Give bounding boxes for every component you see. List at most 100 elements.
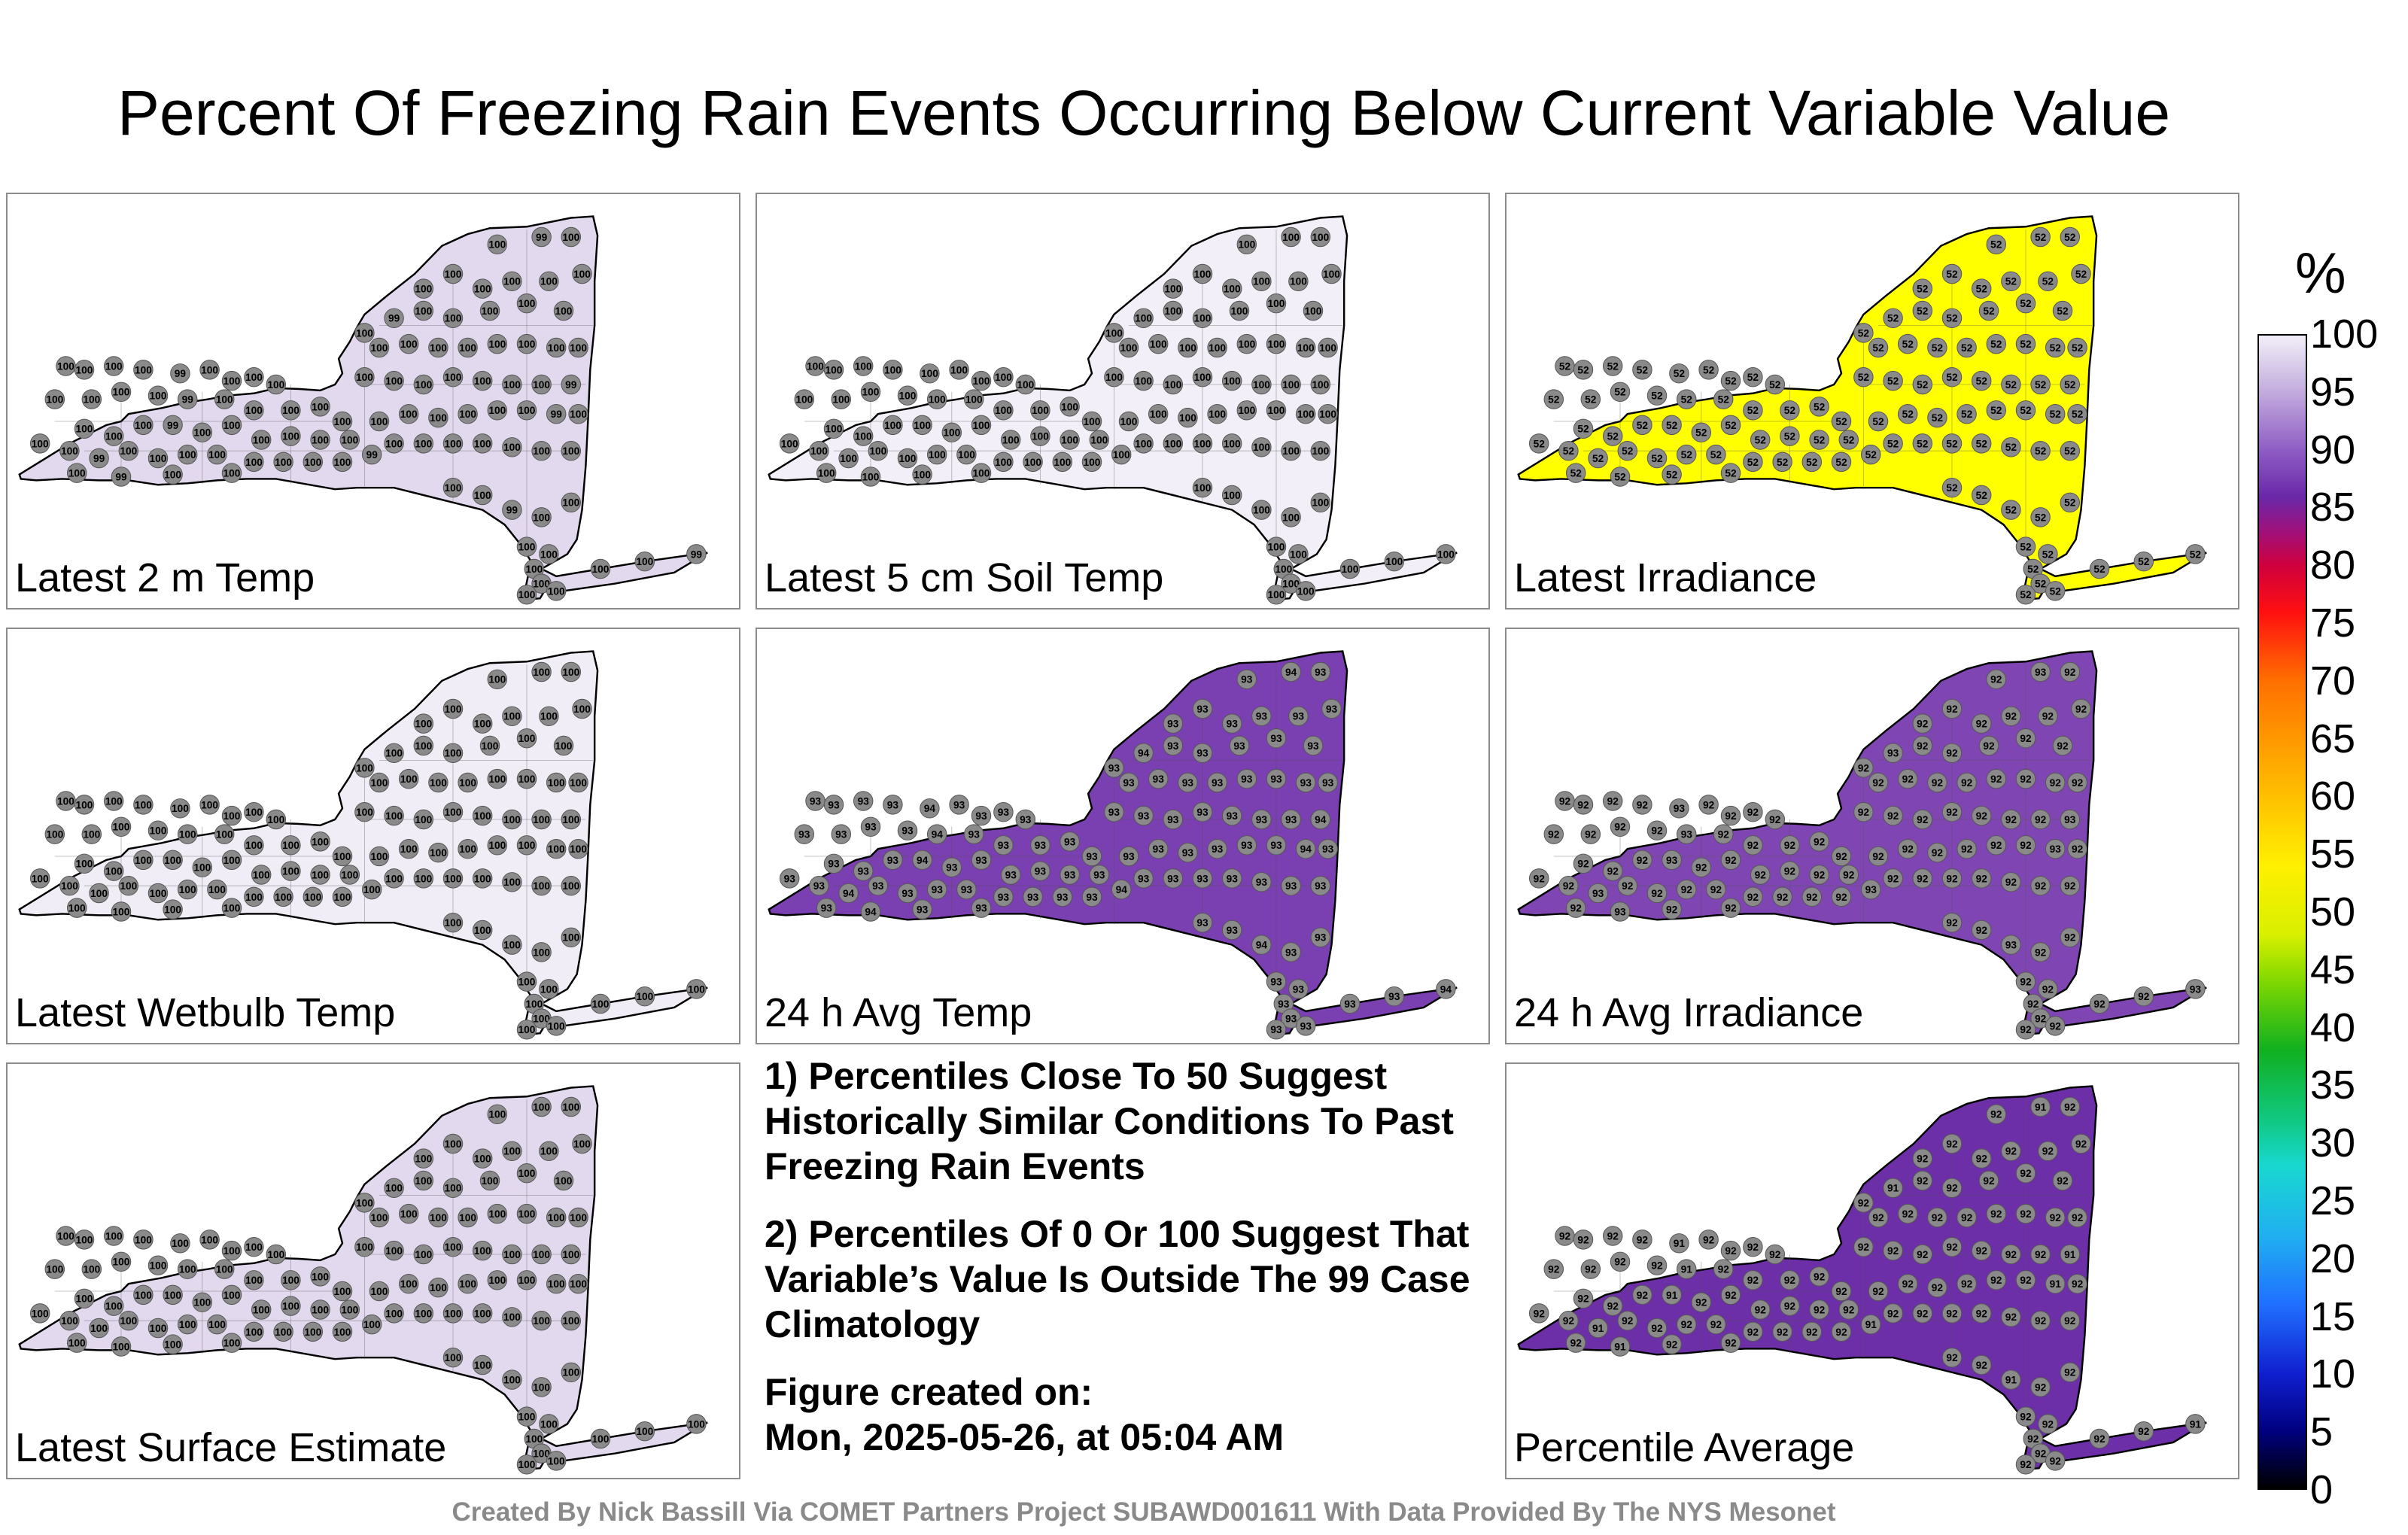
station-value: 52 (2072, 342, 2084, 354)
station-marker (1676, 444, 1697, 465)
station-marker (2015, 1020, 2036, 1040)
station-value: 93 (798, 829, 810, 840)
station-marker (339, 430, 360, 450)
station-value: 92 (2005, 1249, 2017, 1260)
station-marker (1646, 820, 1668, 840)
station-value: 100 (356, 807, 373, 818)
station-value: 94 (1285, 667, 1297, 678)
station-marker (823, 853, 844, 874)
station-marker (1646, 448, 1668, 469)
station-marker (1750, 430, 1771, 450)
station-value: 52 (1622, 445, 1634, 457)
station-value: 100 (862, 387, 880, 398)
station-value: 100 (570, 777, 587, 789)
colorbar-tick-label: 20 (2310, 1236, 2356, 1281)
station-value: 92 (1559, 1230, 1571, 1242)
station-value: 92 (1651, 1323, 1663, 1334)
station-value: 100 (150, 825, 167, 837)
station-value: 93 (1093, 869, 1105, 880)
station-value: 93 (998, 892, 1010, 903)
station-value: 100 (862, 471, 880, 482)
station-marker (1912, 1303, 1933, 1324)
station-marker (1941, 1303, 1963, 1324)
station-value: 100 (781, 438, 798, 449)
station-value: 93 (961, 884, 973, 895)
station-marker (192, 1292, 213, 1312)
station-marker (2038, 544, 2058, 564)
station-marker (398, 333, 419, 354)
station-value: 100 (193, 862, 211, 874)
station-marker (2060, 374, 2081, 395)
station-value: 92 (2138, 1426, 2150, 1437)
station-value: 100 (32, 873, 49, 884)
station-value: 100 (1164, 305, 1181, 317)
station-value: 100 (201, 364, 218, 375)
station-value: 100 (570, 1278, 587, 1290)
station-marker (1610, 901, 1631, 922)
station-marker (531, 875, 552, 896)
station-value: 92 (1651, 888, 1663, 899)
station-marker (442, 366, 464, 388)
station-value: 92 (1681, 884, 1693, 895)
station-value: 92 (1961, 1212, 1973, 1223)
state-outline (18, 215, 708, 601)
station-marker (2001, 1307, 2021, 1327)
station-value: 93 (998, 840, 1010, 851)
station-marker (303, 1321, 324, 1342)
station-value: 100 (518, 977, 536, 988)
station-marker (207, 444, 227, 465)
station-value: 92 (1534, 1308, 1546, 1319)
station-marker (1236, 333, 1257, 354)
station-value: 92 (1976, 1245, 1988, 1257)
station-value: 52 (1607, 431, 1619, 442)
station-value: 100 (371, 1212, 388, 1223)
station-marker (1978, 300, 1999, 321)
station-marker (897, 820, 918, 840)
station-value: 92 (1747, 1242, 1759, 1253)
station-value: 52 (1559, 360, 1571, 372)
station-value: 93 (1182, 777, 1194, 789)
station-marker (111, 1251, 132, 1272)
station-marker (1971, 713, 1992, 734)
station-marker (926, 389, 947, 409)
station-value: 99 (551, 409, 563, 420)
station-marker (1266, 971, 1287, 992)
station-marker (823, 795, 844, 815)
station-marker (221, 1240, 242, 1261)
station-value: 92 (1976, 1154, 1988, 1165)
station-value: 92 (1577, 799, 1589, 810)
station-marker (1321, 698, 1342, 719)
station-marker (332, 1281, 353, 1302)
station-marker (956, 444, 977, 465)
station-value: 100 (518, 1208, 536, 1220)
station-marker (1236, 669, 1257, 690)
station-value: 100 (533, 667, 550, 678)
station-marker (332, 451, 353, 473)
station-value: 93 (1167, 740, 1179, 752)
station-marker (1971, 1354, 1992, 1375)
station-marker (1780, 426, 1800, 446)
station-value: 100 (548, 1455, 565, 1467)
station-marker (384, 743, 404, 764)
panel-label: Latest Irradiance (1514, 555, 1817, 600)
station-marker (1883, 805, 1903, 826)
station-marker (971, 463, 992, 483)
station-value: 100 (120, 1315, 137, 1327)
station-marker (147, 883, 169, 904)
station-value: 92 (1570, 903, 1583, 914)
colorbar-tick-label: 60 (2310, 774, 2356, 819)
station-value: 100 (855, 360, 872, 372)
station-marker (2045, 1207, 2066, 1228)
station-marker (1750, 1299, 1771, 1320)
station-value: 100 (474, 284, 491, 295)
station-marker (920, 798, 940, 819)
station-marker (1617, 1310, 1638, 1331)
station-value: 92 (1666, 1339, 1678, 1350)
station-value: 92 (2005, 877, 2017, 888)
station-marker (568, 1207, 588, 1228)
station-marker (251, 1299, 272, 1320)
station-value: 92 (2050, 1455, 2062, 1467)
station-value: 100 (1164, 284, 1181, 295)
station-marker (472, 1303, 493, 1324)
station-value: 100 (371, 777, 388, 789)
